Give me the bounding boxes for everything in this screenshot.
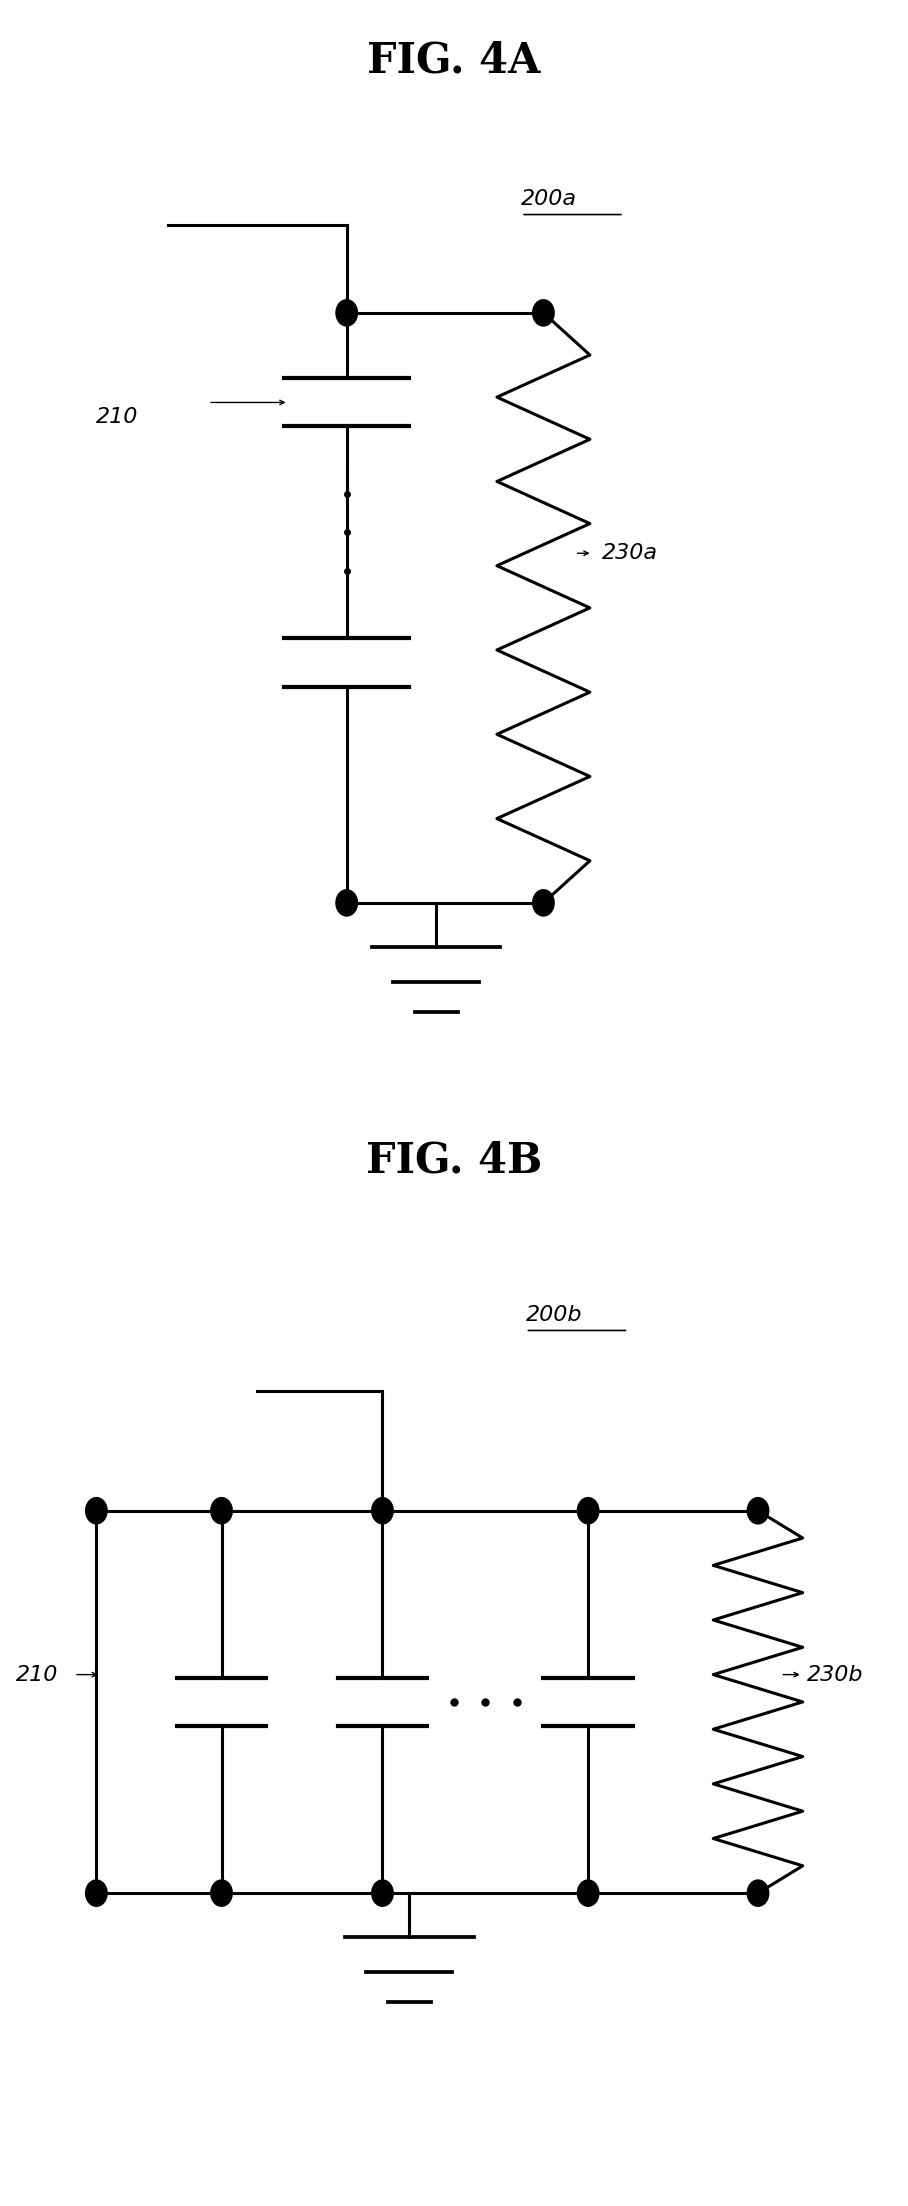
Text: 210: 210	[15, 1666, 58, 1685]
Text: 230a: 230a	[601, 543, 657, 563]
Circle shape	[747, 1880, 769, 1906]
Text: FIG. 4B: FIG. 4B	[366, 1138, 542, 1180]
Circle shape	[577, 1880, 599, 1906]
Circle shape	[336, 300, 358, 326]
Circle shape	[371, 1880, 393, 1906]
Text: 210: 210	[96, 406, 139, 426]
Text: 200a: 200a	[521, 190, 577, 210]
Circle shape	[336, 889, 358, 915]
Circle shape	[371, 1498, 393, 1524]
Circle shape	[211, 1880, 232, 1906]
Circle shape	[533, 300, 554, 326]
Circle shape	[211, 1498, 232, 1524]
Circle shape	[85, 1880, 107, 1906]
Circle shape	[533, 889, 554, 915]
Circle shape	[747, 1498, 769, 1524]
Circle shape	[85, 1498, 107, 1524]
Text: 230b: 230b	[807, 1666, 864, 1685]
Circle shape	[577, 1498, 599, 1524]
Text: FIG. 4A: FIG. 4A	[368, 40, 540, 82]
Text: 200b: 200b	[526, 1306, 582, 1326]
